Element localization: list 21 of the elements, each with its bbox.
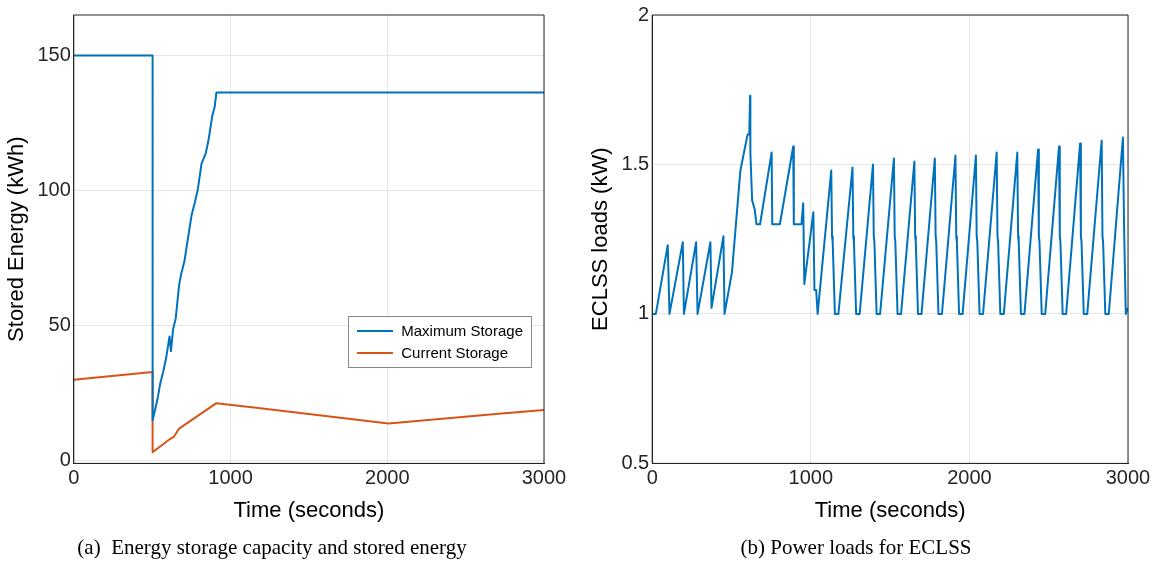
x-tick-label: 1000 bbox=[208, 465, 253, 488]
x-tick-label: 2000 bbox=[365, 465, 410, 488]
legend-label: Maximum Storage bbox=[401, 321, 523, 341]
y-tick-label: 2 bbox=[638, 2, 650, 25]
y-tick-label: 1 bbox=[638, 301, 650, 324]
x-tick-label: 3000 bbox=[521, 465, 567, 488]
y-tick-label: 1.5 bbox=[621, 151, 650, 174]
x-axis-title: Time (seconds) bbox=[233, 496, 385, 522]
x-tick-label: 2000 bbox=[947, 465, 992, 488]
legend-label: Current Storage bbox=[401, 343, 509, 363]
y-axis-title: Stored Energy (kWh) bbox=[3, 136, 29, 342]
text: (b) Power loads for ECLSS bbox=[740, 534, 972, 559]
x-tick-label: 1000 bbox=[788, 465, 834, 488]
y-tick-label: 50 bbox=[48, 313, 71, 336]
y-tick-label: 150 bbox=[37, 43, 71, 66]
x-axis-title: Time (seconds) bbox=[814, 496, 966, 522]
y-tick-label: 100 bbox=[37, 178, 71, 201]
y-axis-title: ECLSS loads (kW) bbox=[587, 147, 613, 331]
y-tick-label: 0 bbox=[59, 448, 71, 471]
text: (a) Energy storage capacity and stored energy bbox=[77, 534, 468, 559]
x-tick-label: 3000 bbox=[1105, 465, 1151, 488]
